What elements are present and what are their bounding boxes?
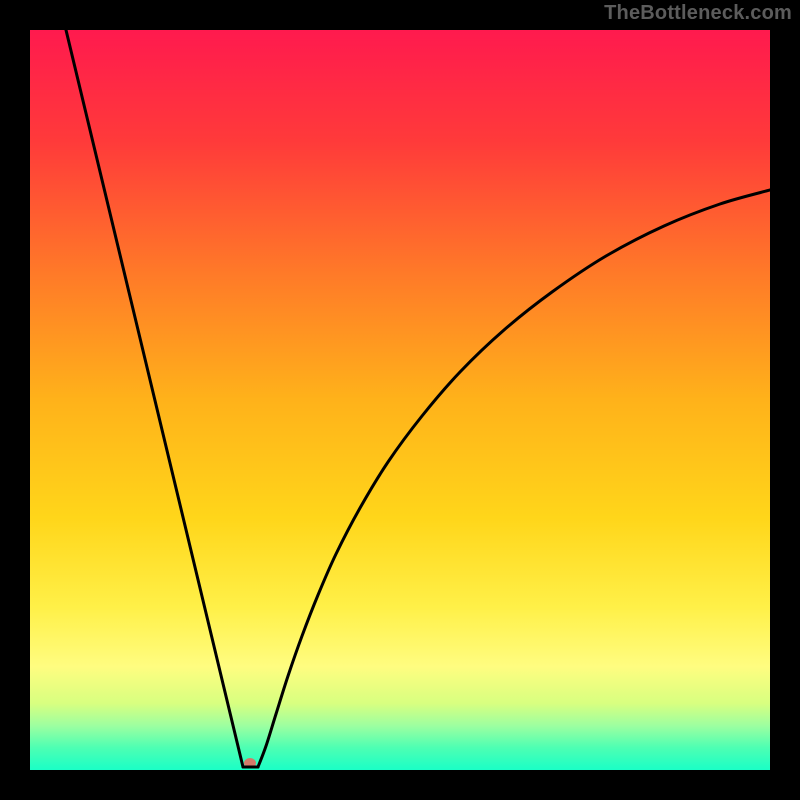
- curve-right: [258, 190, 770, 767]
- watermark-text: TheBottleneck.com: [604, 2, 792, 25]
- plot-area: [30, 30, 770, 770]
- chart-frame: TheBottleneck.com: [0, 0, 800, 800]
- bottleneck-curve: [30, 30, 770, 770]
- curve-left: [66, 30, 243, 767]
